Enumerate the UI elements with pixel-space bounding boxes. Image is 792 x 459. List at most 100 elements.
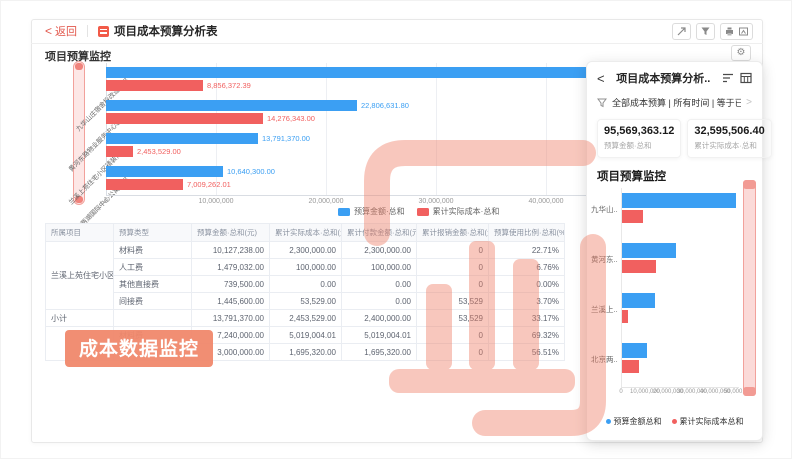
window-topbar: < 返回 项目成本预算分析表: [31, 19, 763, 44]
legend-item-budget[interactable]: 预算金额·总和: [338, 206, 405, 217]
budget-bar: [106, 133, 258, 144]
panel-x-axis-ticks: 0 10,000,000 20,000,000 30,000,000 40,000,00…: [619, 389, 754, 398]
datazoom-handle-top[interactable]: [75, 63, 83, 70]
panel-bar-chart: 九华山.. 黄河东.. 兰溪上.. 北京两.. 0 10,000,000 20,000,0…: [587, 180, 762, 406]
panel-datazoom-slider[interactable]: [743, 180, 756, 396]
panel-datazoom-handle-top[interactable]: [743, 180, 756, 189]
column-header: 预算使用比例·总和(%): [488, 223, 565, 242]
panel-legend-item-budget[interactable]: 预算金额总和: [605, 416, 662, 427]
value-cell: 0: [416, 326, 489, 344]
table-row: 间接费 1,445,600.00 53,529.00 0.00 53,529 3.70%: [46, 292, 565, 310]
actual-cost-bar: [106, 146, 133, 157]
x-tick-label: 0: [104, 198, 108, 205]
x-tick-label: 30,000,000: [676, 389, 708, 395]
panel-filter-bar[interactable]: 全部成本预算 | 所有时间 | 等于已通过 >: [587, 92, 762, 113]
share-button[interactable]: [672, 22, 691, 40]
datazoom-slider-vertical[interactable]: [73, 61, 85, 205]
value-cell: 2,400,000.00: [341, 309, 417, 327]
legend-label: 预算金额总和: [613, 417, 662, 426]
budget-bar: [622, 193, 736, 208]
settings-button[interactable]: ⚙: [731, 45, 751, 61]
value-cell: 100,000.00: [269, 258, 342, 276]
value-cell: 2,453,529.00: [269, 309, 342, 327]
metric-value: 95,569,363.12: [604, 125, 675, 137]
legend-label: 预算金额·总和: [354, 207, 405, 216]
table-view-button[interactable]: [740, 72, 752, 84]
panel-header: < 项目成本预算分析..: [587, 62, 762, 92]
x-tick-label: 0: [619, 389, 623, 395]
bar-group: [622, 288, 739, 338]
actual-cost-bar: [622, 310, 628, 323]
bar-group: 10,640,300.00 7,009,262.01: [106, 162, 586, 195]
value-cell: 0: [416, 258, 489, 276]
bar-value-label: 10,640,300.00: [227, 167, 275, 176]
x-axis-ticks: 0 10,000,000 20,000,000 30,000,000 40,000,00…: [104, 198, 586, 208]
x-tick-label: 20,000,000: [652, 389, 684, 395]
value-cell: 0: [416, 241, 489, 259]
chevron-right-icon: >: [746, 97, 752, 108]
legend-item-actual-cost[interactable]: 累计实际成本·总和: [416, 206, 499, 217]
bar-value-label: 2,453,529.00: [137, 147, 181, 156]
panel-chart-plot: [621, 188, 739, 388]
main-bar-chart-plot: 8,856,372.39 22,806,631.80 14,276,343.00 13…: [106, 63, 586, 195]
value-cell: 2,300,000.00: [269, 241, 342, 259]
bar-group: 13,791,370.00 2,453,529.00: [106, 129, 586, 162]
value-cell: 0.00%: [488, 275, 565, 293]
value-cell: 53,529.00: [269, 292, 342, 310]
filter-icon: [701, 27, 710, 35]
divider: [87, 25, 89, 37]
column-header: 累计报销金额·总和(元): [416, 223, 489, 242]
funnel-icon: [597, 98, 607, 107]
value-cell: 5,019,004.01: [269, 326, 342, 344]
metric-cards: 95,569,363.12 预算金额·总和 32,595,506.40 累计实际…: [587, 113, 772, 160]
x-axis-line: [106, 195, 586, 196]
budget-bar: [622, 243, 676, 258]
sort-list-button[interactable]: [722, 72, 734, 84]
panel-legend-item-actual-cost[interactable]: 累计实际成本总和: [671, 416, 744, 427]
budget-table: 所属项目预算类型预算金额·总和(元)累计实际成本·总和(元)累计付款金额·总和(…: [45, 223, 565, 361]
category-label: 北京两..: [591, 355, 618, 364]
back-button[interactable]: < 返回: [45, 23, 77, 39]
x-tick-label: 10,000,000: [629, 389, 661, 395]
chart-legend: 预算金额·总和 累计实际成本·总和: [338, 206, 499, 217]
value-cell: 0.00: [341, 292, 417, 310]
legend-swatch-red: [416, 207, 429, 216]
budget-table-container: 所属项目预算类型预算金额·总和(元)累计实际成本·总和(元)累计付款金额·总和(…: [45, 223, 565, 361]
panel-section-title: 项目预算监控: [597, 171, 666, 183]
value-cell: 100,000.00: [341, 258, 417, 276]
category-label: 黄河东..: [591, 255, 618, 264]
x-tick-label: 20,000,000: [308, 198, 344, 205]
datazoom-handle-bottom[interactable]: [75, 196, 83, 203]
x-tick-label: 40,000,000: [699, 389, 731, 395]
print-icon: [726, 27, 733, 35]
metric-card-budget: 95,569,363.12 预算金额·总和: [597, 119, 682, 158]
print-export-button[interactable]: [720, 22, 753, 40]
value-cell: 739,500.00: [191, 275, 270, 293]
legend-dot-blue: [605, 419, 611, 424]
bar-group: [622, 338, 739, 388]
back-label: 返回: [55, 26, 78, 38]
metric-label: 预算金额·总和: [604, 141, 652, 150]
panel-datazoom-handle-bottom[interactable]: [743, 387, 756, 396]
bar-value-label: 7,009,262.01: [187, 180, 231, 189]
table-row: 其他直接费 739,500.00 0.00 0.00 0 0.00%: [46, 275, 565, 293]
budget-type-cell: 间接费: [113, 292, 192, 310]
metric-value: 32,595,506.40: [694, 125, 765, 137]
column-header: 累计实际成本·总和(元): [269, 223, 342, 242]
gridline: [216, 63, 217, 195]
annotation-sticker: 成本数据监控: [65, 330, 214, 367]
value-cell: 1,479,032.00: [191, 258, 270, 276]
panel-back-button[interactable]: <: [597, 70, 605, 86]
budget-type-cell: 人工费: [113, 258, 192, 276]
bar-value-label: 13,791,370.00: [262, 134, 310, 143]
value-cell: 0: [416, 343, 489, 361]
x-tick-label: 50,000,000: [723, 389, 755, 395]
filter-button[interactable]: [696, 22, 715, 40]
table-row: 兰溪上苑住宅小区精装修第...材料费10,127,238.002,300,000…: [45, 241, 565, 310]
value-cell: 1,695,320.00: [341, 343, 417, 361]
column-header: 预算金额·总和(元): [191, 223, 270, 242]
budget-type-cell: [113, 309, 192, 327]
value-cell: 1,695,320.00: [269, 343, 342, 361]
actual-cost-bar: [106, 80, 203, 91]
page-title: 项目成本预算分析表: [114, 26, 218, 38]
